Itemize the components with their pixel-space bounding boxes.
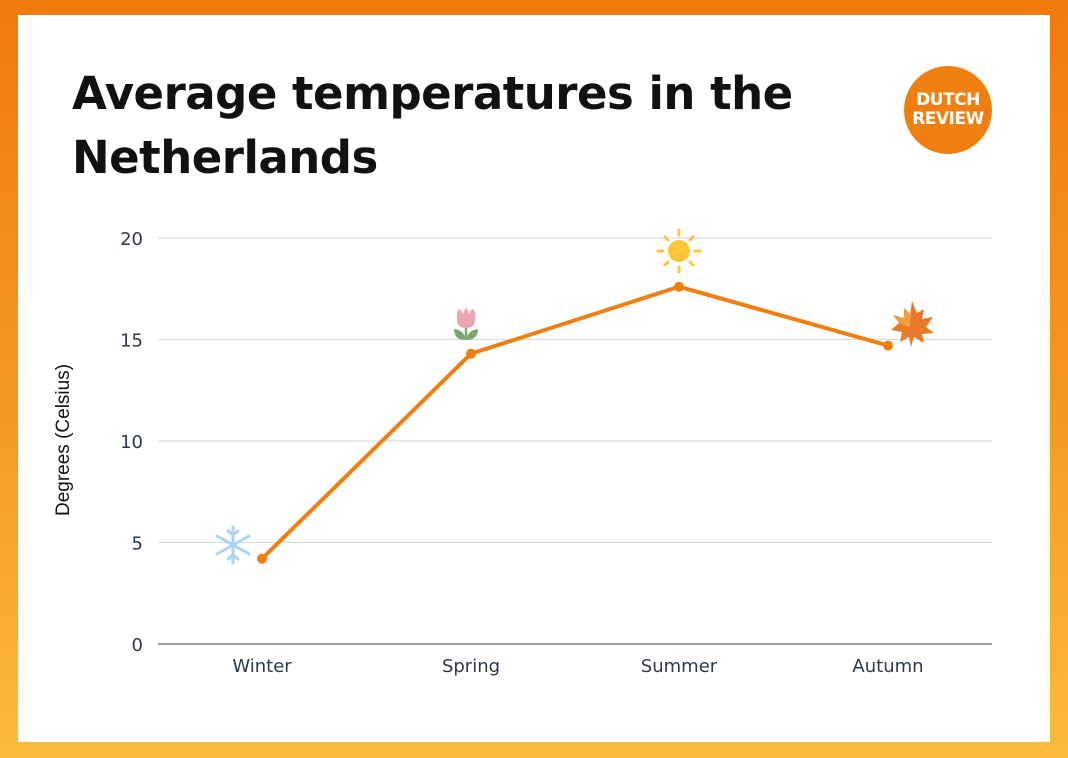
logo-line-1: DUTCH	[916, 90, 980, 110]
sun-icon	[656, 228, 702, 274]
y-axis-ticks: 0 5 10 15 20	[120, 229, 143, 656]
chart-panel	[18, 15, 1050, 742]
x-axis-ticks: Winter Spring Summer Autumn	[232, 656, 923, 677]
data-points	[257, 281, 893, 564]
x-tick-label: Autumn	[852, 656, 923, 677]
y-tick-label: 20	[120, 229, 143, 250]
dutch-review-logo: DUTCH REVIEW	[904, 66, 992, 154]
logo-line-2: REVIEW	[912, 109, 984, 129]
y-tick-label: 15	[120, 331, 143, 352]
data-point	[257, 553, 267, 564]
y-axis-label: Degrees (Celsius)	[53, 364, 74, 516]
data-point	[674, 281, 684, 292]
data-point	[883, 340, 893, 351]
maple-leaf-icon	[891, 301, 934, 347]
snowflake-icon	[215, 525, 251, 565]
chart-title: Average temperatures in the Netherlands	[72, 67, 793, 184]
x-tick-label: Summer	[641, 656, 718, 677]
data-point	[466, 348, 476, 359]
y-tick-label: 10	[120, 432, 143, 453]
x-tick-label: Winter	[232, 656, 292, 677]
x-tick-label: Spring	[442, 656, 500, 677]
y-tick-label: 0	[132, 635, 143, 656]
y-tick-label: 5	[132, 534, 143, 555]
tulip-icon	[454, 307, 478, 340]
gridlines	[158, 237, 992, 645]
temperature-line	[260, 284, 889, 561]
